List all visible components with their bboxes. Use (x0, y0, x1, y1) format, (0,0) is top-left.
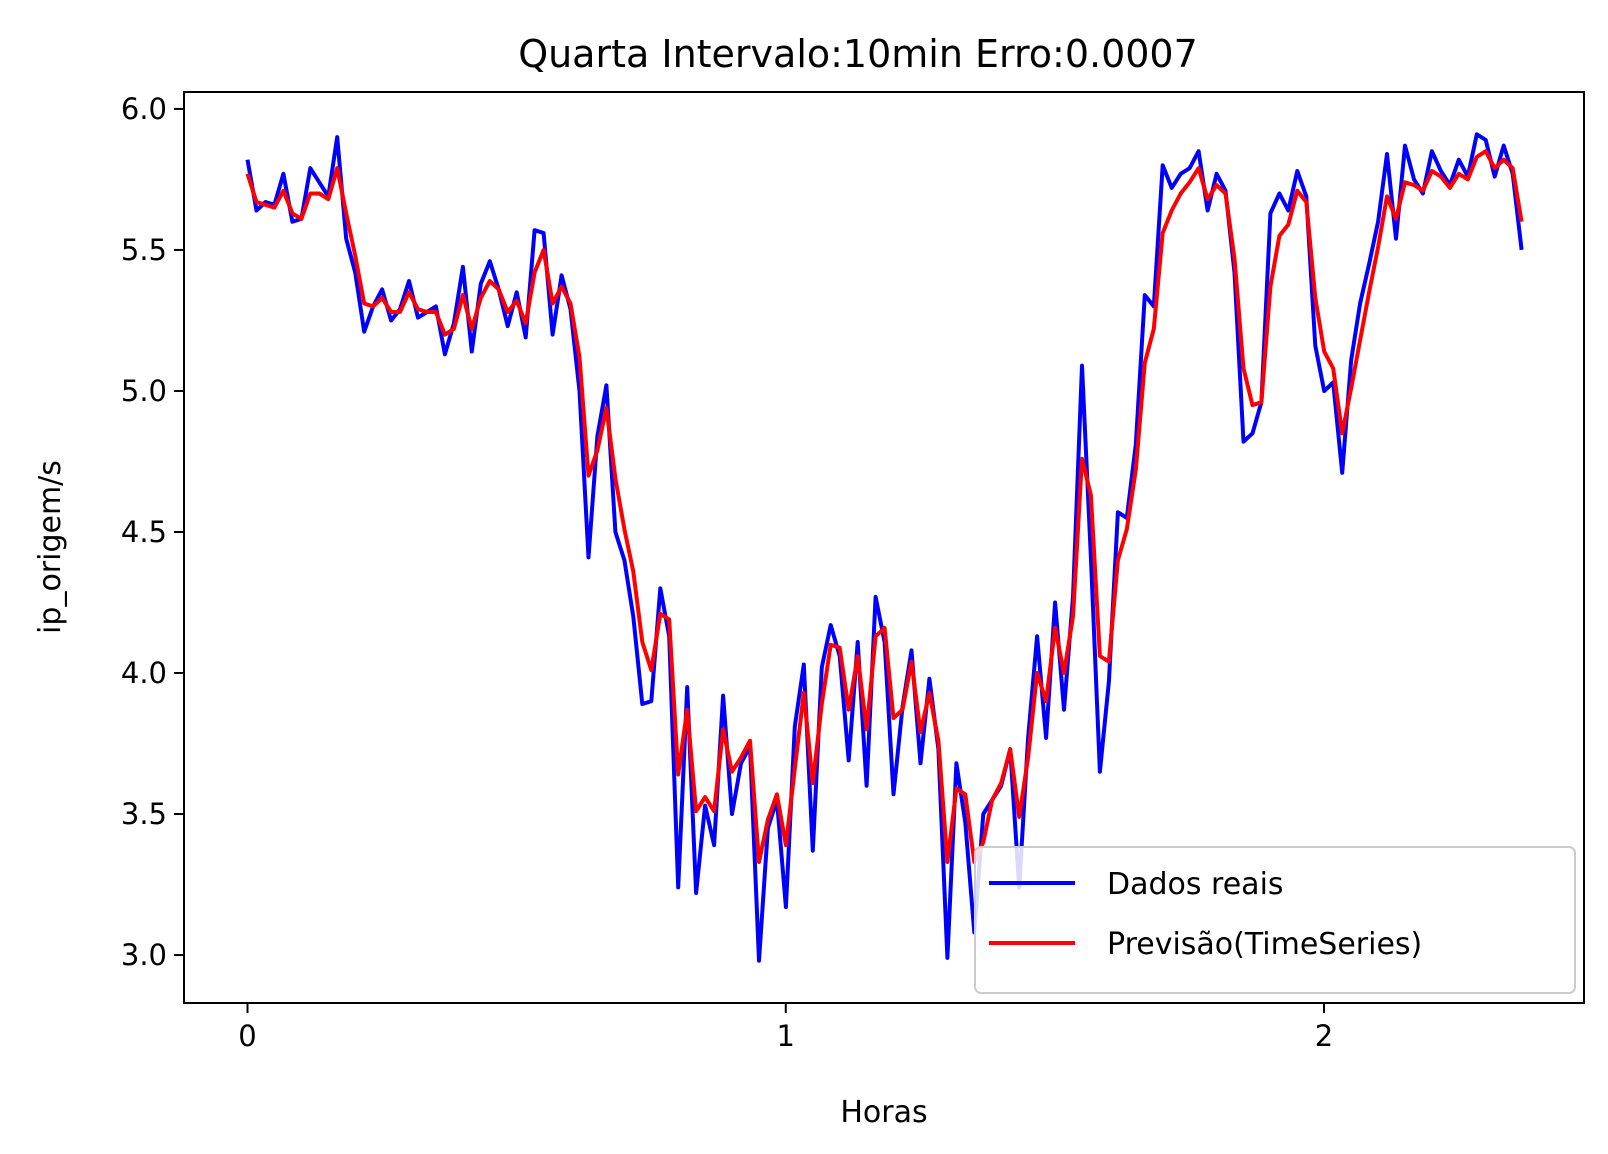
legend-label-previsao: Previsão(TimeSeries) (1107, 927, 1422, 962)
y-tick-label: 4.0 (121, 656, 167, 690)
y-tick-label: 3.5 (121, 797, 167, 831)
x-tick-label: 1 (777, 1019, 795, 1053)
y-tick-label: 6.0 (121, 92, 167, 126)
y-tick-label: 4.5 (121, 515, 167, 549)
y-tick-label: 5.5 (121, 233, 167, 267)
x-tick-label: 2 (1315, 1019, 1333, 1053)
y-axis-ticks: 3.0 3.5 4.0 4.5 5.0 5.5 6.0 (121, 92, 184, 972)
x-tick-label: 0 (238, 1019, 256, 1053)
chart-title: Quarta Intervalo:10min Erro:0.0007 (518, 32, 1198, 76)
legend-box (974, 846, 1576, 994)
legend-label-dados-reais: Dados reais (1107, 867, 1284, 902)
y-axis-label: ip_origem/s (33, 460, 68, 634)
x-axis-label: Horas (840, 1095, 927, 1130)
series-line-previsao (245, 149, 1524, 864)
plot-frame (183, 91, 1585, 1004)
x-axis-ticks: 0 1 2 (238, 1003, 1333, 1053)
y-tick-label: 5.0 (121, 374, 167, 408)
series-layer (245, 132, 1524, 963)
y-tick-label: 3.0 (121, 938, 167, 972)
legend: Dados reais Previsão(TimeSeries) (974, 846, 1576, 994)
